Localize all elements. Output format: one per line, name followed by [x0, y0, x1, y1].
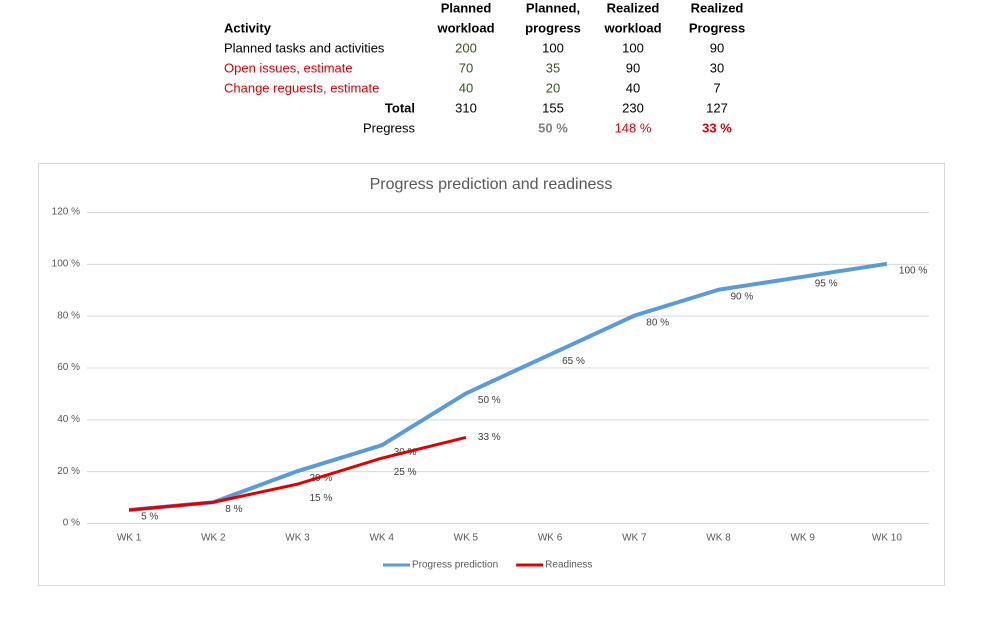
table-cell: Change reguests, estimate: [224, 80, 379, 95]
x-tick-label: WK 3: [285, 533, 310, 544]
data-label: 80 %: [646, 317, 669, 328]
table-cell: 90: [626, 60, 640, 75]
table-cell: 90: [710, 40, 724, 55]
data-label: 100 %: [899, 265, 927, 276]
table-cell: 40: [459, 80, 473, 95]
chart-frame: [38, 163, 945, 586]
data-label: 90 %: [731, 291, 754, 302]
table-header: Activity: [224, 20, 272, 35]
table-cell: 35: [546, 60, 560, 75]
x-tick-label: WK 2: [201, 533, 226, 544]
y-tick-label: 0 %: [63, 518, 80, 529]
table-cell: 30: [710, 60, 724, 75]
x-tick-label: WK 5: [454, 533, 479, 544]
table-cell: Planned tasks and activities: [224, 40, 385, 55]
table-total: 155: [542, 100, 564, 115]
table-cell: 40: [626, 80, 640, 95]
table-header: Progress: [689, 20, 745, 35]
table-progress: 33 %: [702, 120, 732, 135]
table-header: Planned: [441, 0, 492, 15]
data-label: 95 %: [815, 278, 838, 289]
table-header: workload: [436, 20, 494, 35]
table-progress-label: Pregress: [363, 120, 416, 135]
line-series: [128, 261, 888, 513]
table-total: 230: [622, 100, 644, 115]
table-cell: 20: [546, 80, 560, 95]
x-tick-label: WK 10: [872, 533, 902, 544]
table-cell: 100: [622, 40, 644, 55]
x-tick-label: WK 9: [790, 533, 815, 544]
x-tick-label: WK 6: [538, 533, 563, 544]
table-header: Realized: [607, 0, 660, 15]
data-label: 5 %: [141, 512, 158, 523]
table-header: Realized: [691, 0, 744, 15]
table-cell: 100: [542, 40, 564, 55]
y-tick-label: 80 %: [57, 310, 80, 321]
table-total: 310: [455, 100, 477, 115]
table-progress: 50 %: [538, 120, 568, 135]
table-total: 127: [706, 100, 728, 115]
y-tick-label: 60 %: [57, 362, 80, 373]
table-cell: 200: [455, 40, 477, 55]
table-header: workload: [603, 20, 661, 35]
x-tick-label: WK 7: [622, 533, 647, 544]
chart-title: Progress prediction and readiness: [370, 176, 613, 193]
table-progress: 148 %: [615, 120, 652, 135]
data-label: 25 %: [394, 467, 417, 478]
y-tick-label: 40 %: [57, 414, 80, 425]
table-cell: 70: [459, 60, 473, 75]
data-label: 33 %: [478, 432, 501, 443]
x-tick-label: WK 4: [369, 533, 394, 544]
table-header: Planned,: [526, 0, 580, 15]
x-tick-label: WK 8: [706, 533, 731, 544]
x-tick-label: WK 1: [117, 533, 142, 544]
legend-label: Readiness: [545, 560, 592, 571]
table-cell: Open issues, estimate: [224, 60, 353, 75]
table-cell: 7: [713, 80, 720, 95]
table-header: progress: [525, 20, 581, 35]
y-tick-label: 120 %: [52, 207, 80, 218]
table-total: Total: [385, 100, 415, 115]
data-label: 15 %: [310, 493, 333, 504]
y-tick-label: 100 %: [52, 258, 80, 269]
line-series: [128, 436, 467, 512]
data-label: 50 %: [478, 395, 501, 406]
data-label: 8 %: [225, 504, 242, 515]
y-tick-label: 20 %: [57, 466, 80, 477]
data-label: 65 %: [562, 356, 585, 367]
legend-label: Progress prediction: [412, 560, 498, 571]
